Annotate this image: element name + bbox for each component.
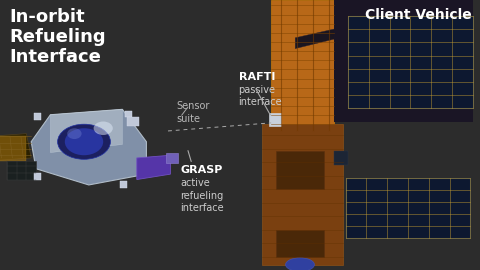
Bar bbox=[34, 113, 41, 120]
Polygon shape bbox=[50, 109, 122, 153]
Bar bbox=[120, 181, 127, 188]
Polygon shape bbox=[31, 109, 146, 185]
Bar bbox=[346, 178, 470, 238]
Bar bbox=[269, 113, 281, 126]
Bar bbox=[276, 230, 324, 256]
Text: Sensor
suite: Sensor suite bbox=[177, 101, 210, 124]
Text: Client Vehicle: Client Vehicle bbox=[365, 8, 471, 22]
Bar bbox=[125, 111, 132, 117]
FancyBboxPatch shape bbox=[271, 0, 334, 130]
Bar bbox=[34, 173, 41, 180]
Bar bbox=[334, 151, 348, 165]
Text: RAFTI: RAFTI bbox=[239, 72, 275, 82]
Ellipse shape bbox=[58, 124, 110, 159]
Bar bbox=[0, 136, 26, 161]
Bar bbox=[166, 153, 178, 163]
Bar bbox=[334, 0, 473, 122]
Bar bbox=[276, 151, 324, 189]
Ellipse shape bbox=[286, 258, 314, 270]
Polygon shape bbox=[295, 5, 439, 49]
Bar bbox=[348, 16, 473, 108]
Bar bbox=[7, 161, 36, 180]
Polygon shape bbox=[0, 134, 31, 161]
Polygon shape bbox=[137, 155, 170, 180]
Text: passive
interface: passive interface bbox=[239, 85, 282, 107]
Bar bbox=[262, 124, 343, 265]
Text: active
refueling
interface: active refueling interface bbox=[180, 178, 224, 213]
Text: GRASP: GRASP bbox=[180, 165, 223, 175]
Ellipse shape bbox=[67, 128, 82, 139]
Bar bbox=[127, 117, 139, 126]
Ellipse shape bbox=[94, 122, 113, 135]
Text: In-orbit
Refueling
Interface: In-orbit Refueling Interface bbox=[10, 8, 106, 66]
Ellipse shape bbox=[65, 128, 103, 155]
